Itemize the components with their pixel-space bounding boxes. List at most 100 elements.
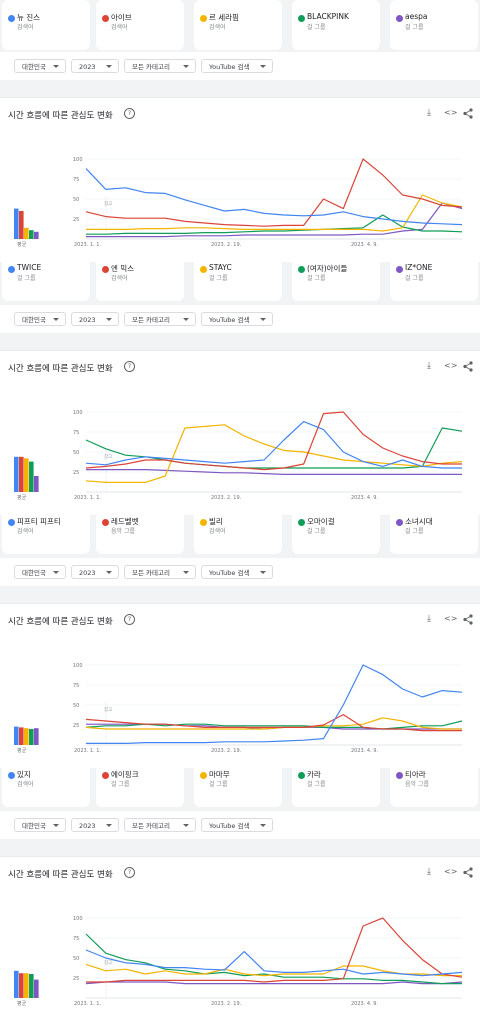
region-select[interactable]: 대한민국 <box>14 818 66 832</box>
term-type: 검색어 <box>17 528 34 535</box>
average-bar[interactable] <box>19 456 24 492</box>
average-label: 평균 <box>17 747 27 754</box>
series-line[interactable] <box>85 411 462 471</box>
category-select-label: 모든 카테고리 <box>132 569 170 577</box>
average-bar[interactable] <box>29 461 34 492</box>
term-card[interactable]: 아이브 검색어 <box>96 0 184 50</box>
download-icon[interactable]: ⤓ <box>427 867 431 877</box>
year-select[interactable]: 2023 <box>71 312 119 326</box>
term-name: 있지 <box>17 770 31 779</box>
term-card[interactable]: 뉴 진스 검색어 <box>2 0 90 50</box>
region-select[interactable]: 대한민국 <box>14 59 66 73</box>
average-bar[interactable] <box>14 726 19 745</box>
average-bar[interactable] <box>34 979 39 998</box>
x-tick-label: 2023. 1. 1. <box>74 1001 101 1007</box>
help-icon[interactable]: ? <box>124 614 135 625</box>
year-select[interactable]: 2023 <box>71 59 119 73</box>
embed-icon[interactable]: <> <box>444 108 458 117</box>
term-card[interactable]: 르 세라핌 검색어 <box>194 0 282 50</box>
series-line[interactable] <box>86 917 463 983</box>
term-type: 걸 그룹 <box>209 781 228 788</box>
share-icon[interactable] <box>463 867 473 878</box>
series-line[interactable] <box>85 427 463 469</box>
term-name: (여자)아이들 <box>307 264 348 273</box>
series-line[interactable] <box>85 933 462 985</box>
download-icon[interactable]: ⤓ <box>427 108 431 118</box>
term-name: 마마무 <box>209 770 230 779</box>
average-bar[interactable] <box>29 230 34 239</box>
category-select[interactable]: 모든 카테고리 <box>124 312 196 326</box>
average-bar[interactable] <box>24 458 29 492</box>
help-icon[interactable]: ? <box>124 867 135 878</box>
average-bar[interactable] <box>19 727 24 745</box>
year-select-label: 2023 <box>79 822 96 830</box>
region-select[interactable]: 대한민국 <box>14 565 66 579</box>
average-bar[interactable] <box>14 208 19 239</box>
download-icon[interactable]: ⤓ <box>427 614 431 624</box>
series-line[interactable] <box>85 981 463 985</box>
average-bar[interactable] <box>14 970 19 998</box>
term-name: BLACKPINK <box>307 12 349 21</box>
series-line[interactable] <box>86 468 462 476</box>
series-line[interactable] <box>85 424 463 483</box>
x-tick-label: 2023. 4. 9. <box>351 495 378 501</box>
filter-bar: 대한민국 2023 모든 카테고리 YouTube 검색 <box>0 811 480 839</box>
search-type-select[interactable]: YouTube 검색 <box>201 565 273 579</box>
average-label: 평균 <box>17 241 27 248</box>
series-line[interactable] <box>86 664 463 744</box>
series-line[interactable] <box>86 202 463 238</box>
panel-title: 시간 흐름에 따른 관심도 변화 <box>8 870 113 880</box>
year-select[interactable]: 2023 <box>71 565 119 579</box>
series-line[interactable] <box>85 717 462 730</box>
search-type-select[interactable]: YouTube 검색 <box>201 59 273 73</box>
series-line[interactable] <box>85 949 463 977</box>
average-bar[interactable] <box>24 973 29 998</box>
x-tick-label: 2023. 2. 19. <box>211 748 242 754</box>
help-icon[interactable]: ? <box>124 361 135 372</box>
average-bar[interactable] <box>14 456 19 492</box>
region-select[interactable]: 대한민국 <box>14 312 66 326</box>
average-bar[interactable] <box>24 728 29 745</box>
search-type-select[interactable]: YouTube 검색 <box>201 312 273 326</box>
series-color-dot <box>396 266 403 273</box>
share-icon[interactable] <box>463 361 473 372</box>
category-select[interactable]: 모든 카테고리 <box>124 565 196 579</box>
average-bar[interactable] <box>24 227 29 239</box>
term-name: 엔 믹스 <box>111 264 135 273</box>
year-select[interactable]: 2023 <box>71 818 119 832</box>
term-type: 음악 그룹 <box>405 781 429 788</box>
panel-divider <box>0 856 480 857</box>
term-type: 검색어 <box>111 24 128 31</box>
average-bar[interactable] <box>34 728 39 745</box>
search-type-select[interactable]: YouTube 검색 <box>201 818 273 832</box>
average-bar[interactable] <box>34 231 39 239</box>
embed-icon[interactable]: <> <box>444 614 458 623</box>
chevron-down-icon <box>183 65 189 68</box>
help-icon[interactable]: ? <box>124 108 135 119</box>
term-type: 검색어 <box>209 528 226 535</box>
series-line[interactable] <box>85 158 463 227</box>
series-line[interactable] <box>86 214 463 235</box>
series-line[interactable] <box>85 168 463 226</box>
average-bar[interactable] <box>29 974 34 998</box>
average-bar[interactable] <box>29 729 34 745</box>
average-bar[interactable] <box>19 973 24 998</box>
category-select[interactable]: 모든 카테고리 <box>124 59 196 73</box>
share-icon[interactable] <box>463 108 473 119</box>
term-card[interactable]: BLACKPINK 걸 그룹 <box>292 0 380 50</box>
category-select[interactable]: 모든 카테고리 <box>124 818 196 832</box>
share-icon[interactable] <box>463 614 473 625</box>
average-bar[interactable] <box>34 476 39 492</box>
series-color-dot <box>200 772 207 779</box>
x-tick-label: 2023. 2. 19. <box>211 242 242 248</box>
series-line[interactable] <box>86 194 463 232</box>
average-bar[interactable] <box>19 211 24 239</box>
embed-icon[interactable]: <> <box>444 361 458 370</box>
series-line[interactable] <box>85 420 462 469</box>
embed-icon[interactable]: <> <box>444 867 458 876</box>
y-tick-label: 100 <box>73 663 83 669</box>
term-card[interactable]: aespa 걸 그룹 <box>390 0 478 50</box>
series-color-dot <box>298 519 305 526</box>
series-line[interactable] <box>85 713 462 732</box>
download-icon[interactable]: ⤓ <box>427 361 431 371</box>
